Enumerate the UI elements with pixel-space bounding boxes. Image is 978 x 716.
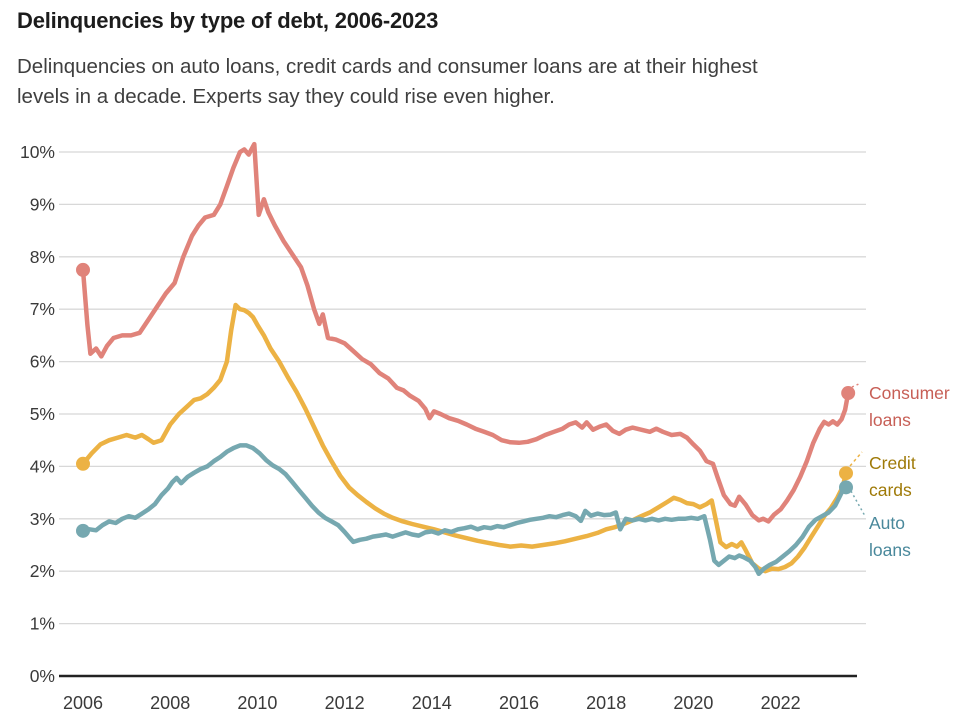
consumer-loans-line	[80, 141, 851, 524]
credit-cards-end-dot	[839, 466, 853, 481]
x-tick-label-2020: 2020	[673, 693, 713, 713]
chart-subtitle-line-1: Delinquencies on auto loans, credit card…	[17, 55, 758, 78]
x-tick-label-2022: 2022	[761, 693, 801, 713]
y-tick-label-6pct: 6%	[30, 352, 55, 372]
chart-subtitle: Delinquencies on auto loans, credit card…	[17, 52, 758, 112]
y-tick-label-4pct: 4%	[30, 456, 55, 476]
auto-loans-label-line-1: Auto	[869, 513, 905, 533]
credit-cards-leader-line	[849, 451, 863, 467]
auto-loans-line	[80, 443, 849, 577]
auto-loans-end-dot	[839, 480, 853, 495]
y-tick-label-9pct: 9%	[30, 194, 55, 214]
x-tick-label-2014: 2014	[412, 693, 452, 713]
x-tick-label-2016: 2016	[499, 693, 539, 713]
credit-cards-label-line-2: cards	[869, 480, 912, 500]
y-tick-label-7pct: 7%	[30, 299, 55, 319]
consumer-loans-leader-line	[851, 382, 862, 388]
credit-cards-start-dot	[76, 456, 90, 471]
consumer-loans-start-dot	[76, 262, 90, 277]
consumer-loans-label-line-1: Consumer	[869, 383, 950, 403]
y-tick-label-5pct: 5%	[30, 404, 55, 424]
chart-subtitle-line-2: levels in a decade. Experts say they cou…	[17, 85, 555, 108]
y-tick-label-0pct: 0%	[30, 666, 55, 686]
chart-title: Delinquencies by type of debt, 2006-2023	[17, 8, 439, 33]
auto-loans-label-line-2: loans	[869, 540, 911, 560]
credit-cards-label-line-1: Credit	[869, 453, 916, 473]
y-tick-label-10pct: 10%	[20, 142, 55, 162]
y-tick-label-8pct: 8%	[30, 247, 55, 267]
y-tick-label-1pct: 1%	[30, 614, 55, 634]
y-tick-label-3pct: 3%	[30, 509, 55, 529]
auto-loans-leader-line	[850, 490, 866, 517]
y-tick-label-2pct: 2%	[30, 561, 55, 581]
credit-cards-line	[80, 302, 849, 574]
consumer-loans-label-line-2: loans	[869, 410, 911, 430]
consumer-loans-end-dot	[841, 386, 856, 401]
x-tick-label-2012: 2012	[325, 693, 365, 713]
x-tick-label-2018: 2018	[586, 693, 626, 713]
x-tick-label-2006: 2006	[63, 693, 103, 713]
x-tick-label-2010: 2010	[237, 693, 277, 713]
x-tick-label-2008: 2008	[150, 693, 190, 713]
auto-loans-start-dot	[76, 523, 90, 538]
